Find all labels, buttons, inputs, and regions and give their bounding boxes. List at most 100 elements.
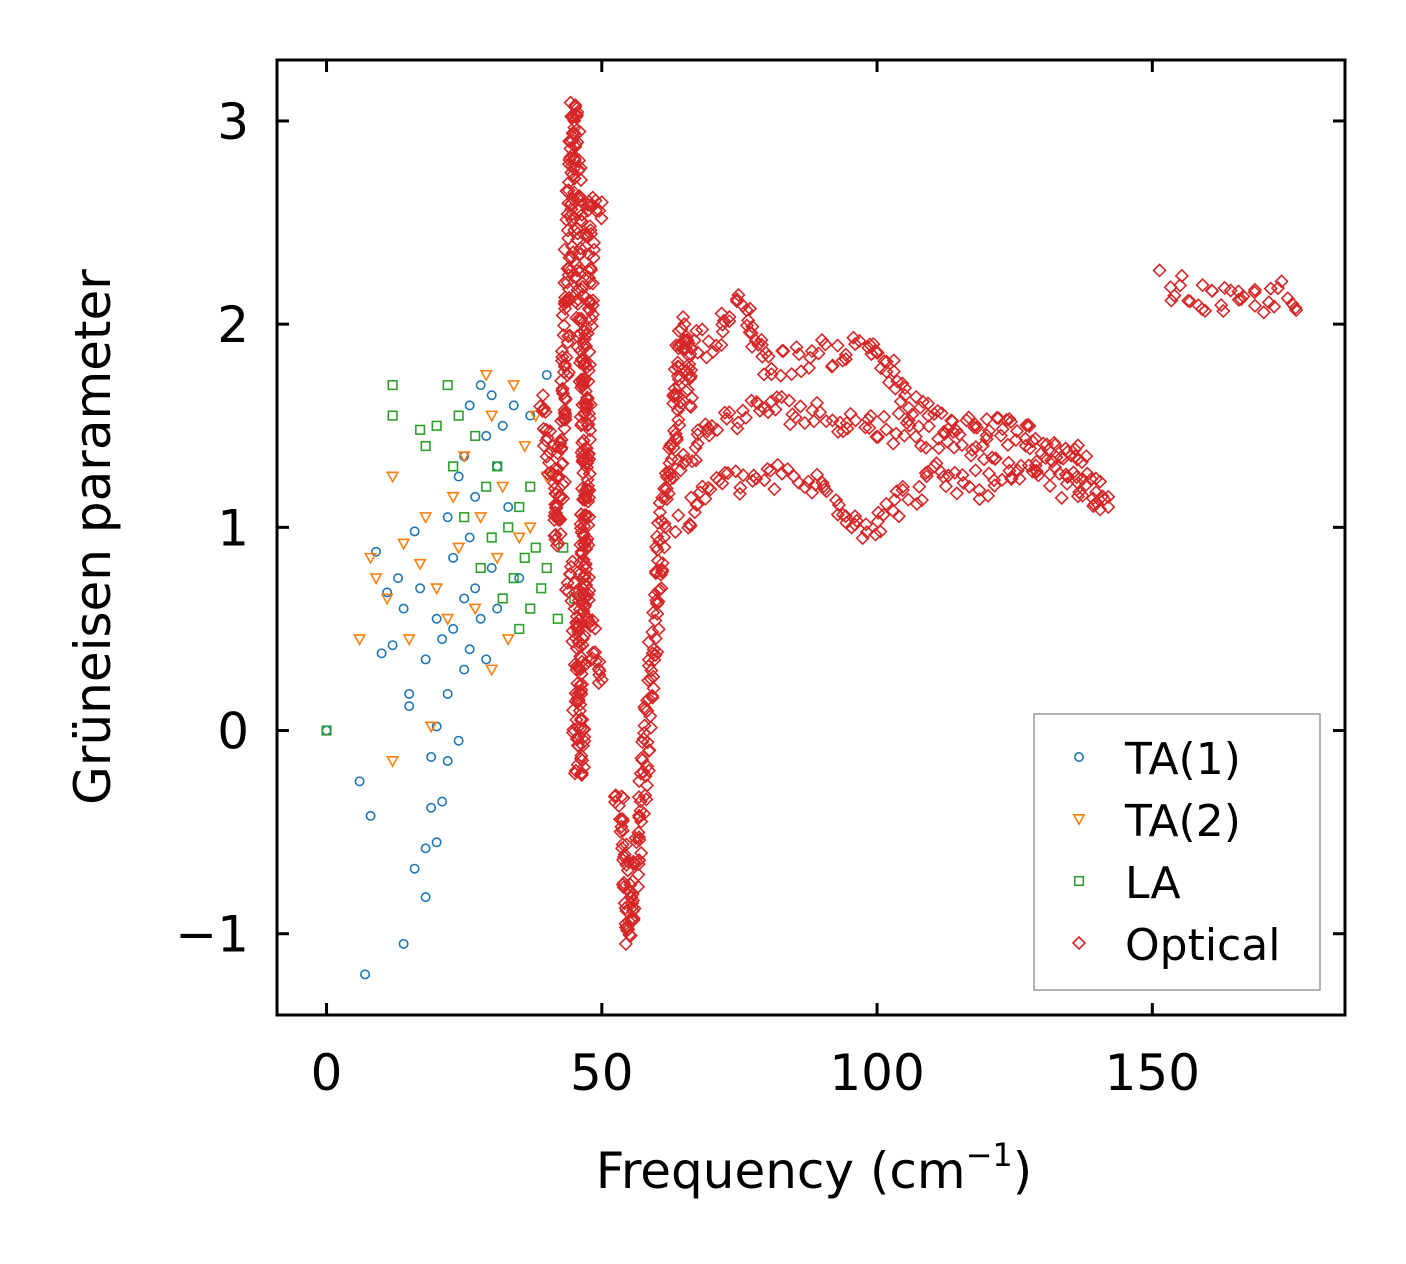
point-optical xyxy=(731,287,746,303)
point-optical xyxy=(675,309,691,325)
point-optical xyxy=(921,408,936,423)
point-optical xyxy=(652,533,667,549)
point-optical xyxy=(582,293,597,308)
point-optical xyxy=(585,276,600,291)
point-ta1 xyxy=(448,623,459,634)
point-optical xyxy=(954,437,970,453)
point-optical xyxy=(577,488,593,503)
point-ta2 xyxy=(402,634,416,646)
point-optical xyxy=(567,576,582,591)
point-ta1 xyxy=(387,640,398,651)
point-optical xyxy=(838,347,853,362)
point-optical xyxy=(574,507,589,522)
point-optical xyxy=(592,654,607,669)
point-optical xyxy=(789,340,804,355)
point-ta1 xyxy=(321,725,332,736)
point-optical xyxy=(641,673,656,688)
point-optical xyxy=(579,614,594,630)
point-optical xyxy=(710,422,725,438)
point-optical xyxy=(581,518,596,533)
point-optical xyxy=(681,335,696,351)
point-optical xyxy=(952,427,967,442)
point-optical xyxy=(780,462,795,477)
point-la xyxy=(420,440,431,452)
point-optical xyxy=(931,440,946,456)
point-optical xyxy=(588,654,603,669)
point-optical xyxy=(720,465,736,481)
point-optical xyxy=(554,440,569,455)
point-optical xyxy=(748,333,763,348)
point-la xyxy=(530,542,541,553)
y-tick-label: 0 xyxy=(217,703,249,761)
point-optical xyxy=(1010,463,1025,478)
point-optical xyxy=(563,150,578,165)
point-optical xyxy=(626,911,641,926)
point-optical xyxy=(592,203,607,218)
point-optical xyxy=(1012,471,1027,486)
point-optical xyxy=(613,824,628,839)
point-optical xyxy=(657,490,673,505)
point-ta1 xyxy=(354,776,365,787)
point-optical xyxy=(592,667,607,682)
point-optical xyxy=(580,397,595,412)
point-ta1 xyxy=(486,390,497,401)
point-optical xyxy=(1066,465,1081,480)
point-ta2 xyxy=(485,664,499,677)
point-optical xyxy=(570,687,585,703)
point-optical xyxy=(985,450,1000,465)
point-optical xyxy=(615,852,631,868)
point-optical xyxy=(846,330,861,345)
point-optical xyxy=(676,456,691,471)
point-optical xyxy=(657,516,672,531)
point-optical xyxy=(1029,464,1044,480)
point-optical xyxy=(553,526,568,542)
point-optical xyxy=(572,260,587,275)
legend-label-la: LA xyxy=(1125,858,1181,909)
point-optical xyxy=(574,207,590,222)
point-optical xyxy=(555,349,570,365)
point-optical xyxy=(643,708,658,724)
point-optical xyxy=(908,429,923,444)
point-optical xyxy=(979,411,994,427)
point-optical xyxy=(551,470,566,485)
point-optical xyxy=(709,338,724,353)
point-optical xyxy=(918,440,934,455)
point-optical xyxy=(750,396,765,411)
point-optical xyxy=(588,203,604,218)
point-optical xyxy=(991,411,1006,426)
point-optical xyxy=(732,486,747,502)
point-optical xyxy=(929,456,944,471)
y-axis-title: Grüneisen parameter xyxy=(64,269,122,805)
point-ta1 xyxy=(420,843,431,854)
point-optical xyxy=(640,735,655,750)
legend-marker-optical xyxy=(1071,935,1087,951)
point-optical xyxy=(886,364,901,379)
x-axis-title-sup: −1 xyxy=(966,1136,1013,1174)
point-optical xyxy=(563,141,578,156)
point-optical xyxy=(830,338,845,353)
point-optical xyxy=(752,403,768,418)
point-optical xyxy=(565,108,580,123)
point-optical xyxy=(1009,423,1025,439)
point-optical xyxy=(719,411,734,426)
point-optical xyxy=(728,464,743,479)
point-optical xyxy=(645,624,660,640)
point-optical xyxy=(671,341,686,356)
point-ta2 xyxy=(490,552,504,565)
x-axis-title: Frequency (cm−1) xyxy=(596,1136,1033,1200)
point-optical xyxy=(683,368,698,383)
point-optical xyxy=(648,566,664,581)
point-optical xyxy=(895,479,910,494)
point-optical xyxy=(716,313,731,328)
point-optical xyxy=(586,235,602,250)
point-optical xyxy=(577,519,592,534)
point-optical xyxy=(1075,488,1090,503)
point-optical xyxy=(782,417,798,432)
point-la xyxy=(525,481,536,492)
legend: TA(1) TA(2) LA Optical xyxy=(1033,713,1321,991)
point-optical xyxy=(578,534,594,550)
point-optical xyxy=(557,242,572,257)
point-optical xyxy=(975,438,990,453)
point-optical xyxy=(579,228,595,243)
point-optical xyxy=(615,823,630,838)
